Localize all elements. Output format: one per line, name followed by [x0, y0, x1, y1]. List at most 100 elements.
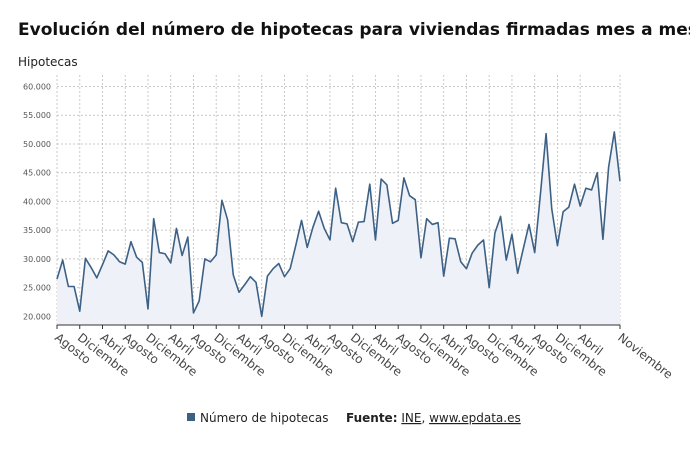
data-point [436, 221, 439, 224]
data-point [442, 275, 445, 278]
data-point [306, 246, 309, 249]
data-point [340, 221, 343, 224]
source-label: Fuente: [346, 411, 398, 425]
data-point [425, 217, 428, 220]
data-point [482, 238, 485, 241]
data-point [351, 240, 354, 243]
legend: Número de hipotecas [187, 411, 328, 425]
data-point [67, 285, 70, 288]
data-point [408, 194, 411, 197]
series-area [57, 131, 620, 325]
data-point [368, 183, 371, 186]
y-tick-label: 55.000 [23, 111, 51, 120]
data-point [129, 240, 132, 243]
data-point [124, 262, 127, 265]
x-tick-label: Noviembre [615, 330, 675, 381]
data-point [84, 257, 87, 260]
data-point [510, 233, 513, 236]
data-point [556, 244, 559, 247]
data-point [590, 188, 593, 191]
data-point [181, 254, 184, 257]
data-point [607, 165, 610, 168]
data-point [209, 260, 212, 263]
y-axis-label: Hipotecas [18, 55, 78, 69]
data-point [101, 263, 104, 266]
data-point [90, 266, 93, 269]
data-point [476, 244, 479, 247]
x-tick-labels: AgostoDiciembreAbrilAgostoDiciembreAbril… [52, 330, 675, 381]
data-point [505, 258, 508, 261]
data-point [391, 222, 394, 225]
data-point [266, 275, 269, 278]
data-point [328, 238, 331, 241]
data-point [61, 258, 64, 261]
data-point [334, 187, 337, 190]
data-point [272, 267, 275, 270]
data-point [493, 231, 496, 234]
data-point [374, 238, 377, 241]
data-point [380, 177, 383, 180]
data-point [277, 262, 280, 265]
legend-swatch [187, 413, 195, 421]
y-tick-label: 25.000 [23, 284, 51, 293]
data-point [471, 252, 474, 255]
data-point [567, 206, 570, 209]
data-point [618, 180, 621, 183]
source-link-ine[interactable]: INE [401, 411, 421, 425]
data-point [232, 273, 235, 276]
data-point [175, 227, 178, 230]
data-point [579, 204, 582, 207]
data-point [544, 132, 547, 135]
data-point [311, 226, 314, 229]
data-point [414, 198, 417, 201]
data-point [453, 237, 456, 240]
data-point [317, 210, 320, 213]
source-link-epdata[interactable]: www.epdata.es [429, 411, 521, 425]
data-point [431, 223, 434, 226]
data-point [146, 307, 149, 310]
source-text: Fuente: INE, www.epdata.es [346, 411, 521, 425]
data-point [72, 285, 75, 288]
data-point [198, 299, 201, 302]
data-point [448, 237, 451, 240]
data-point [550, 207, 553, 210]
data-point [152, 217, 155, 220]
y-tick-label: 45.000 [23, 169, 51, 178]
data-point [112, 253, 115, 256]
data-point [584, 187, 587, 190]
data-point [135, 256, 138, 259]
y-tick-label: 60.000 [23, 82, 51, 91]
data-point [163, 252, 166, 255]
data-point [294, 244, 297, 247]
data-point [158, 251, 161, 254]
y-tick-label: 40.000 [23, 197, 51, 206]
data-point [613, 130, 616, 133]
data-point [459, 260, 462, 263]
data-point [95, 276, 98, 279]
source-separator: , [421, 411, 429, 425]
data-point [283, 275, 286, 278]
data-point [192, 311, 195, 314]
data-point [402, 176, 405, 179]
x-tick-marks [56, 325, 621, 329]
data-point [78, 310, 81, 313]
data-point [596, 171, 599, 174]
data-point [249, 275, 252, 278]
data-point [385, 183, 388, 186]
y-tick-label: 20.000 [23, 312, 51, 321]
series-line [56, 131, 621, 318]
data-point [323, 227, 326, 230]
data-point [522, 247, 525, 250]
y-tick-label: 35.000 [23, 226, 51, 235]
data-point [220, 199, 223, 202]
data-point [107, 249, 110, 252]
data-point [419, 256, 422, 259]
data-point [226, 218, 229, 221]
data-point [357, 221, 360, 224]
data-point [516, 272, 519, 275]
data-point [573, 183, 576, 186]
y-tick-label: 30.000 [23, 255, 51, 264]
data-point [527, 223, 530, 226]
data-point [533, 251, 536, 254]
